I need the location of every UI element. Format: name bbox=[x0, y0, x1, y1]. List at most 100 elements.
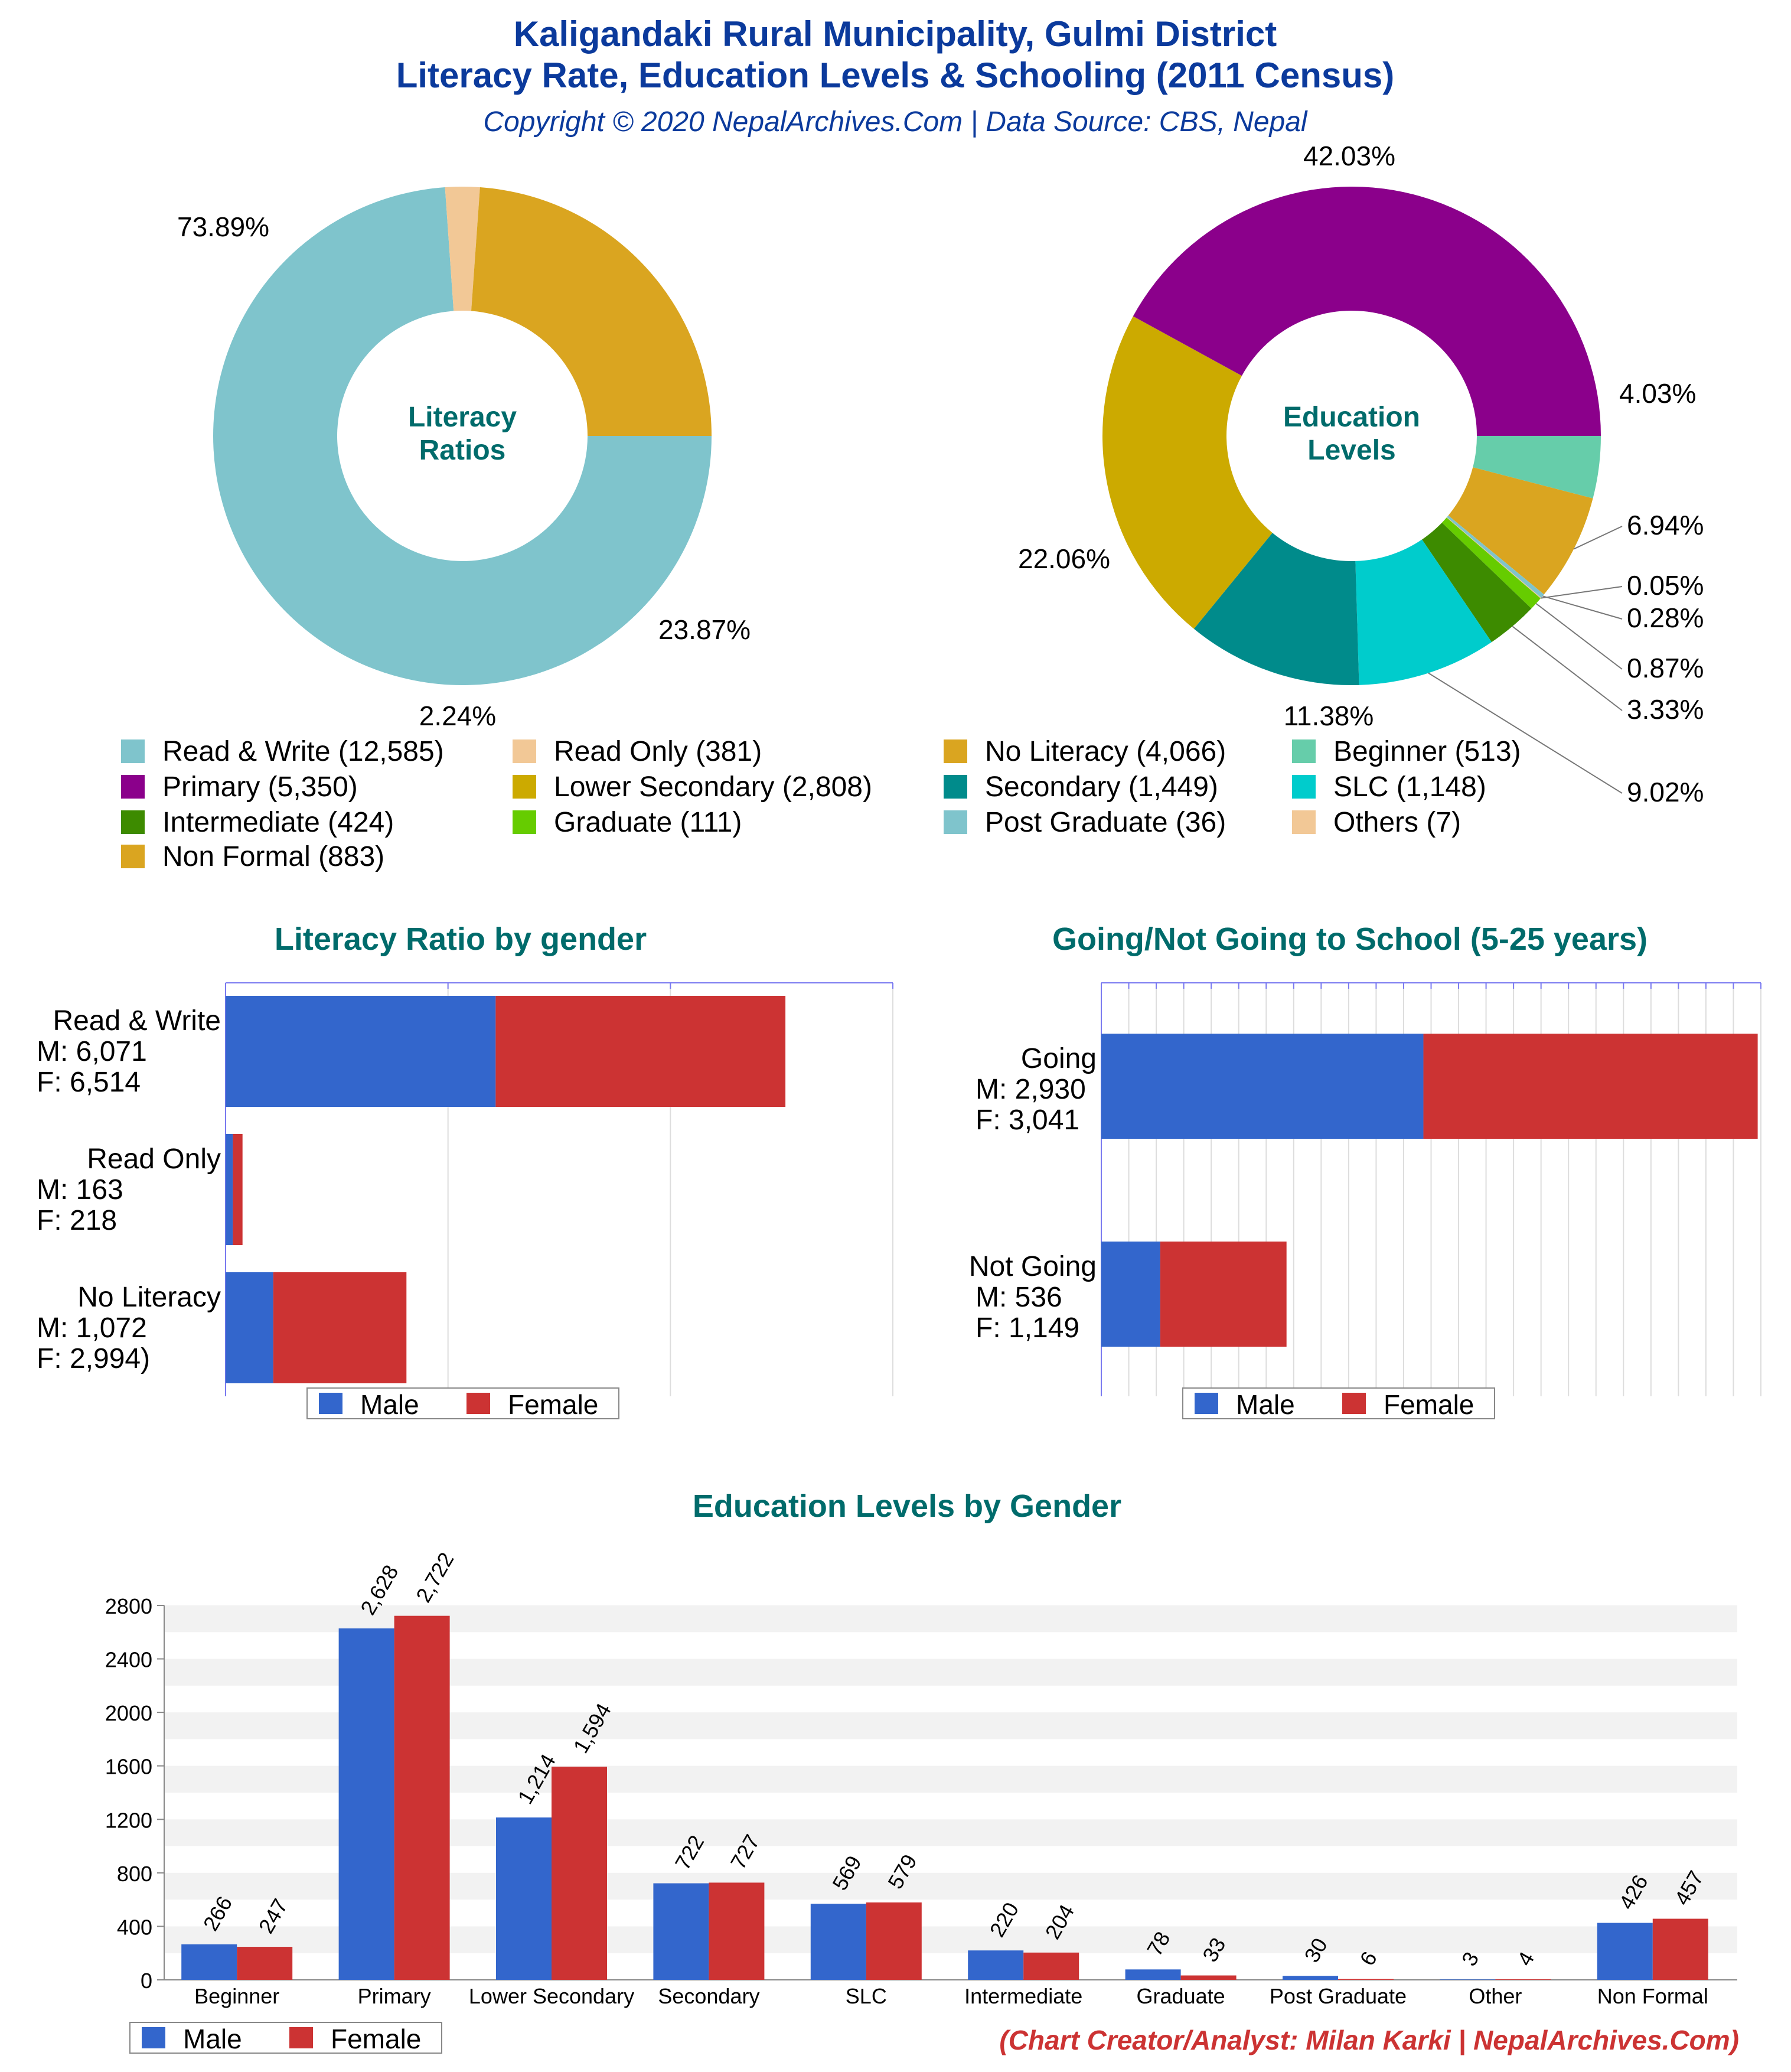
bar-category-label: M: 536 bbox=[976, 1282, 1062, 1313]
legend-swatch bbox=[121, 810, 145, 834]
legend-female: Female bbox=[331, 2024, 421, 2054]
bar-category-label: F: 6,514 bbox=[37, 1067, 141, 1098]
bar-legend: Male Female bbox=[129, 2022, 442, 2054]
legend-swatch-female bbox=[466, 1393, 490, 1414]
donut-percent-secondary: 11.38% bbox=[1284, 701, 1374, 731]
bar-category-label: M: 6,071 bbox=[37, 1036, 147, 1067]
legend-entry: No Literacy (4,066) bbox=[985, 736, 1226, 767]
donut-percent-read-write: 73.89% bbox=[177, 211, 269, 242]
bar-male bbox=[226, 996, 496, 1107]
legend-swatch-male bbox=[1195, 1393, 1218, 1414]
bar-male bbox=[226, 1134, 233, 1245]
bar-female bbox=[1338, 1979, 1394, 1980]
donut-center-label: Education bbox=[1283, 402, 1420, 433]
bar-female bbox=[1495, 1979, 1551, 1980]
legend-swatch bbox=[1292, 739, 1316, 763]
donut-slice-non-formal bbox=[1448, 467, 1593, 595]
legend-entry: Primary (5,350) bbox=[162, 771, 358, 803]
bar-male bbox=[1101, 1034, 1424, 1139]
x-category-label: Lower Secondary bbox=[469, 1984, 634, 2008]
bar-male bbox=[653, 1883, 709, 1980]
bar-female bbox=[394, 1615, 450, 1980]
x-category-label: Secondary bbox=[658, 1984, 759, 2008]
donut-percent-slc: 9.02% bbox=[1627, 777, 1704, 807]
legend-swatch-male bbox=[142, 2027, 165, 2048]
legend-entry: Graduate (111) bbox=[554, 807, 742, 838]
y-tick-label: 2400 bbox=[105, 1648, 152, 1672]
bar-category-label: Going bbox=[1021, 1043, 1097, 1074]
legend-male: Male bbox=[360, 1389, 419, 1420]
bar-female bbox=[1423, 1034, 1758, 1139]
bar-male bbox=[1283, 1976, 1338, 1980]
donut-leader-graduate bbox=[1535, 603, 1623, 670]
legend-entry: SLC (1,148) bbox=[1333, 771, 1486, 803]
donut-center-label: Ratios bbox=[419, 435, 506, 466]
legend-swatch bbox=[944, 810, 967, 834]
donut-leader-intermediate bbox=[1512, 625, 1623, 711]
bar-male bbox=[968, 1950, 1024, 1980]
legend-female: Female bbox=[508, 1389, 598, 1420]
x-category-label: Primary bbox=[358, 1984, 431, 2008]
bar-male bbox=[496, 1817, 552, 1980]
bar-category-label: F: 218 bbox=[37, 1205, 117, 1236]
x-category-label: Graduate bbox=[1137, 1984, 1225, 2008]
bar-male bbox=[338, 1628, 394, 1980]
donut-slice-post-graduate bbox=[1447, 515, 1544, 598]
schooling-title: Going/Not Going to School (5-25 years) bbox=[1052, 921, 1648, 957]
bar-category-label: Read & Write bbox=[53, 1005, 221, 1037]
bar-female bbox=[709, 1882, 765, 1980]
donut-percent-lower-secondary: 22.06% bbox=[1018, 543, 1110, 574]
x-category-label: Post Graduate bbox=[1270, 1984, 1407, 2008]
legend-entry: Read & Write (12,585) bbox=[162, 736, 444, 767]
legend-swatch bbox=[513, 739, 536, 763]
bar-male bbox=[1125, 1969, 1181, 1980]
y-tick-label: 400 bbox=[117, 1915, 152, 1939]
legend-male: Male bbox=[183, 2024, 242, 2054]
legend-entry: Post Graduate (36) bbox=[985, 807, 1226, 838]
legend-entry: Beginner (513) bbox=[1333, 736, 1521, 767]
bar-female bbox=[1160, 1242, 1287, 1347]
bar-female bbox=[552, 1767, 607, 1980]
bar-female bbox=[237, 1947, 293, 1980]
legend-swatch-female bbox=[289, 2027, 313, 2048]
donut-legend: Read & Write (12,585) Read Only (381) No L… bbox=[121, 736, 1521, 872]
bar-category-label: F: 3,041 bbox=[976, 1105, 1079, 1136]
main-title-line2: Literacy Rate, Education Levels & School… bbox=[396, 56, 1395, 95]
bar-female bbox=[1652, 1918, 1708, 1980]
donut-percent-graduate: 0.87% bbox=[1627, 653, 1704, 683]
bar-female bbox=[866, 1902, 922, 1980]
bar-female bbox=[1023, 1952, 1079, 1980]
legend-swatch bbox=[513, 775, 536, 799]
donut-slice-beginner bbox=[1473, 436, 1601, 499]
legend-swatch bbox=[944, 775, 967, 799]
bar-male bbox=[181, 1944, 237, 1980]
donut-slice-no-literacy bbox=[471, 187, 712, 436]
legend-male: Male bbox=[1236, 1389, 1295, 1420]
bar-female bbox=[1180, 1975, 1237, 1980]
bar-category-label: M: 1,072 bbox=[37, 1312, 147, 1344]
x-category-label: SLC bbox=[846, 1984, 887, 2008]
legend-swatch bbox=[121, 775, 145, 799]
donut-slice-secondary bbox=[1193, 533, 1359, 685]
subtitle: Copyright © 2020 NepalArchives.Com | Dat… bbox=[483, 106, 1307, 138]
legend-swatch bbox=[121, 845, 145, 868]
y-tick-label: 1200 bbox=[105, 1808, 152, 1832]
legend-box bbox=[129, 2022, 442, 2054]
x-category-label: Non Formal bbox=[1597, 1984, 1708, 2008]
x-category-label: Beginner bbox=[194, 1984, 279, 2008]
bar-male bbox=[810, 1904, 866, 1980]
bar-category-label: No Literacy bbox=[77, 1282, 221, 1313]
education-donut-chart: 4.03% 6.94% 0.28%0.05% 0.87% 3.33% 9.02% 11.38… bbox=[1018, 141, 1704, 807]
bar-male bbox=[1597, 1923, 1653, 1980]
bar-female bbox=[495, 996, 786, 1107]
donut-leader-slc bbox=[1428, 672, 1623, 794]
bar-legend: Male Female bbox=[306, 1387, 619, 1420]
legend-swatch bbox=[944, 739, 967, 763]
donut-percent-intermediate: 3.33% bbox=[1627, 694, 1704, 725]
bar-legend: Male Female bbox=[1182, 1387, 1495, 1420]
donut-leader-post-graduate bbox=[1542, 595, 1623, 620]
